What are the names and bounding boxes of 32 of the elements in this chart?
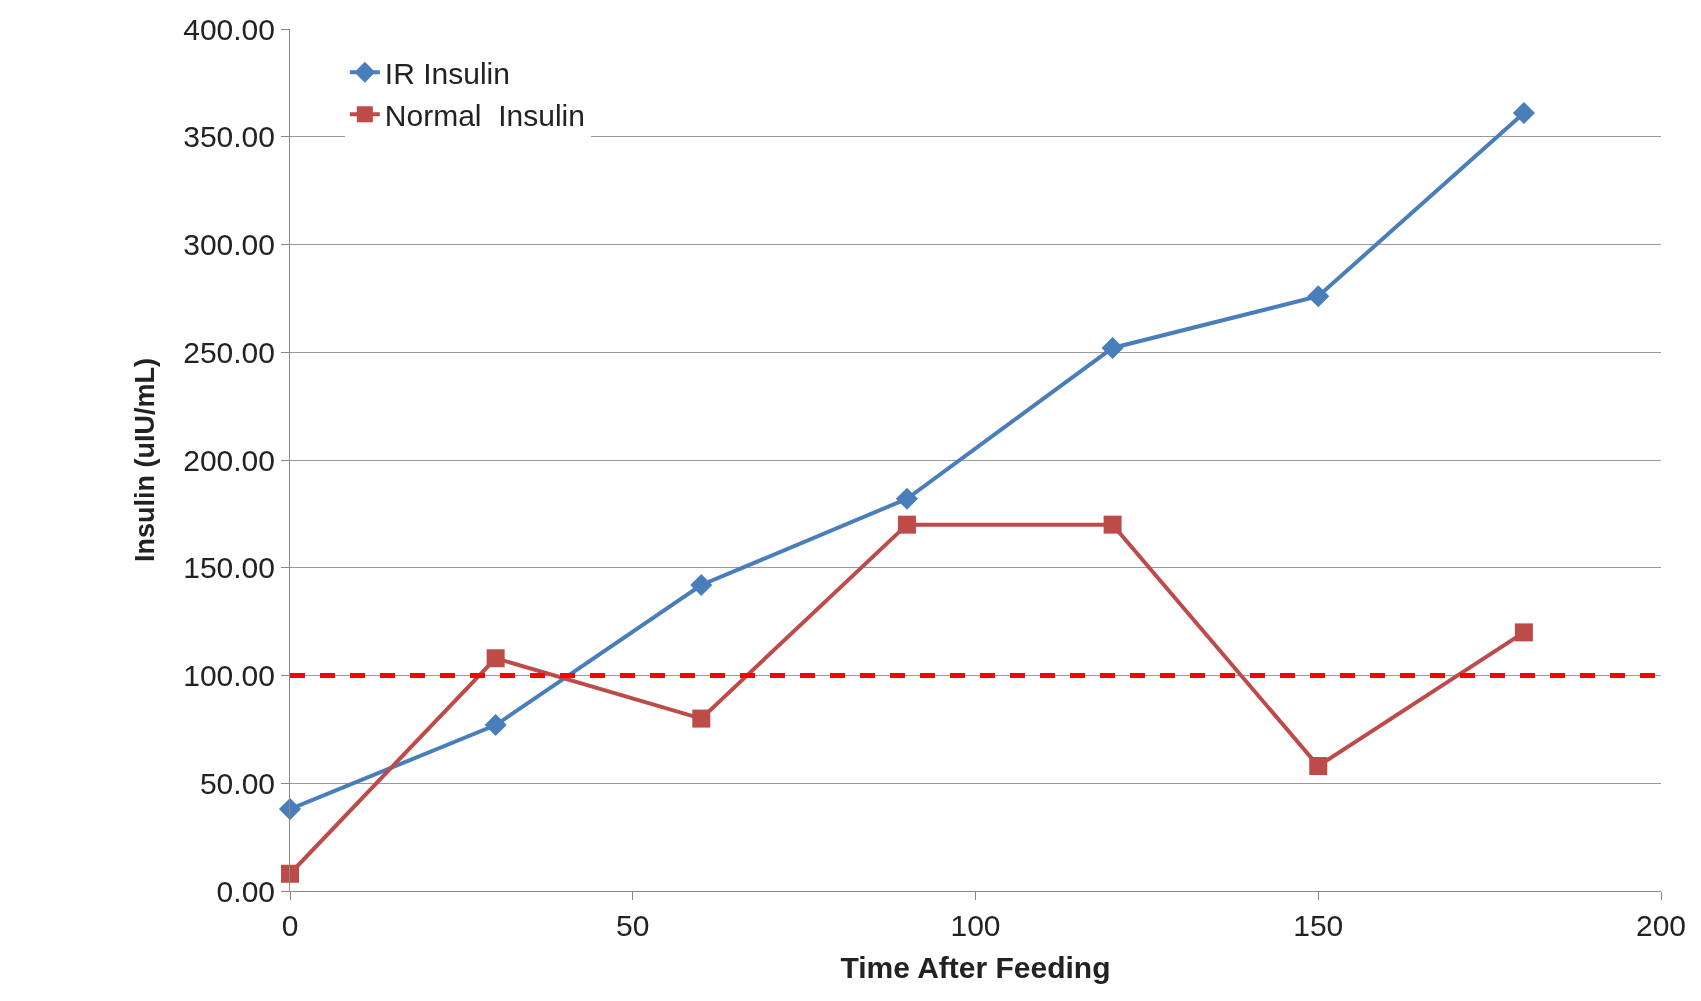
x-axis-title: Time After Feeding <box>840 950 1111 984</box>
point <box>484 714 507 737</box>
y-axis-title: Insulin (uIU/mL) <box>130 358 161 562</box>
y-tick-label: 350.00 <box>183 120 275 154</box>
x-tick-label: 150 <box>1293 909 1344 942</box>
point <box>1103 515 1122 534</box>
y-tick-label: 100.00 <box>183 659 275 692</box>
y-tick-label: 150.00 <box>183 551 275 585</box>
legend-label: Normal Insulin <box>384 98 585 132</box>
point <box>278 798 302 821</box>
point <box>895 487 918 510</box>
y-tick-label: 0.00 <box>216 874 275 908</box>
point <box>897 515 916 534</box>
point <box>692 709 711 728</box>
y-tick-label: 300.00 <box>183 228 275 261</box>
point <box>1514 623 1533 642</box>
y-tick-label: 250.00 <box>183 335 275 369</box>
x-tick-label: 50 <box>616 909 650 942</box>
point <box>281 864 299 883</box>
y-tick-label: 50.00 <box>199 766 275 800</box>
x-tick-label: 100 <box>950 909 1001 942</box>
point <box>1309 757 1328 776</box>
point <box>690 573 713 597</box>
point <box>1512 101 1535 125</box>
x-tick-label: 0 <box>281 909 299 942</box>
y-tick-label: 400.00 <box>183 12 275 46</box>
legend-label: IR Insulin <box>384 56 510 90</box>
y-tick-label: 200.00 <box>183 443 275 477</box>
point <box>486 649 505 668</box>
x-tick-label: 200 <box>1635 909 1687 942</box>
point <box>1101 336 1124 359</box>
point <box>1307 285 1330 308</box>
